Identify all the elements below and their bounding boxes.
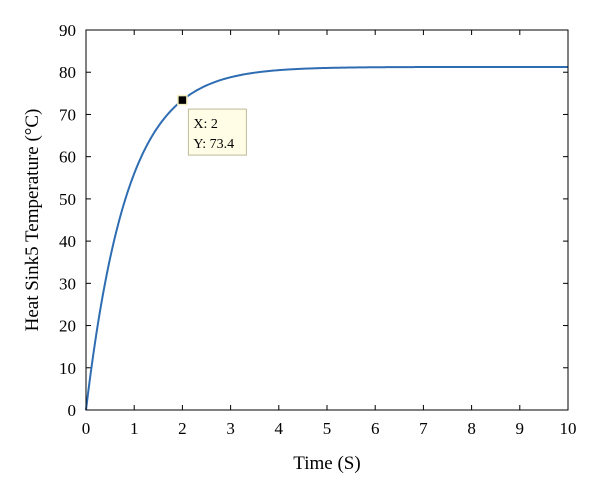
x-tick-label: 9 xyxy=(516,419,525,438)
datatip-box xyxy=(187,108,247,156)
datatip-y-text: Y: 73.4 xyxy=(193,137,234,152)
x-axis-label: Time (S) xyxy=(293,453,360,474)
x-tick-label: 10 xyxy=(560,419,577,438)
x-tick-label: 3 xyxy=(226,419,235,438)
y-tick-label: 80 xyxy=(59,63,76,82)
x-tick-label: 7 xyxy=(419,419,428,438)
y-tick-label: 20 xyxy=(59,317,76,336)
y-tick-label: 60 xyxy=(59,148,76,167)
x-tick-label: 0 xyxy=(82,419,91,438)
x-tick-label: 4 xyxy=(275,419,284,438)
x-tick-label: 8 xyxy=(467,419,476,438)
datatip[interactable]: X: 2 Y: 73.4 xyxy=(177,94,247,156)
y-tick-label: 70 xyxy=(59,105,76,124)
y-tick-label: 50 xyxy=(59,190,76,209)
y-tick-label: 10 xyxy=(59,359,76,378)
plot-area-frame xyxy=(85,29,569,411)
ticks-layer: 0 1 2 3 4 5 6 7 8 9 10 0 10 20 30 40 50 60 70 80 90 xyxy=(59,21,577,438)
y-tick-label: 40 xyxy=(59,232,76,251)
x-tick-label: 6 xyxy=(371,419,380,438)
datatip-marker[interactable] xyxy=(177,94,188,106)
x-tick-label: 2 xyxy=(178,419,187,438)
x-tick-label: 1 xyxy=(130,419,139,438)
x-tick-label: 5 xyxy=(323,419,332,438)
series-line xyxy=(85,65,568,411)
datatip-x-text: X: 2 xyxy=(193,117,218,132)
y-tick-label: 30 xyxy=(59,274,76,293)
y-axis-label: Heat Sink5 Temperature (°C) xyxy=(22,109,43,332)
y-tick-label: 0 xyxy=(68,401,77,420)
y-tick-label: 90 xyxy=(59,21,76,40)
